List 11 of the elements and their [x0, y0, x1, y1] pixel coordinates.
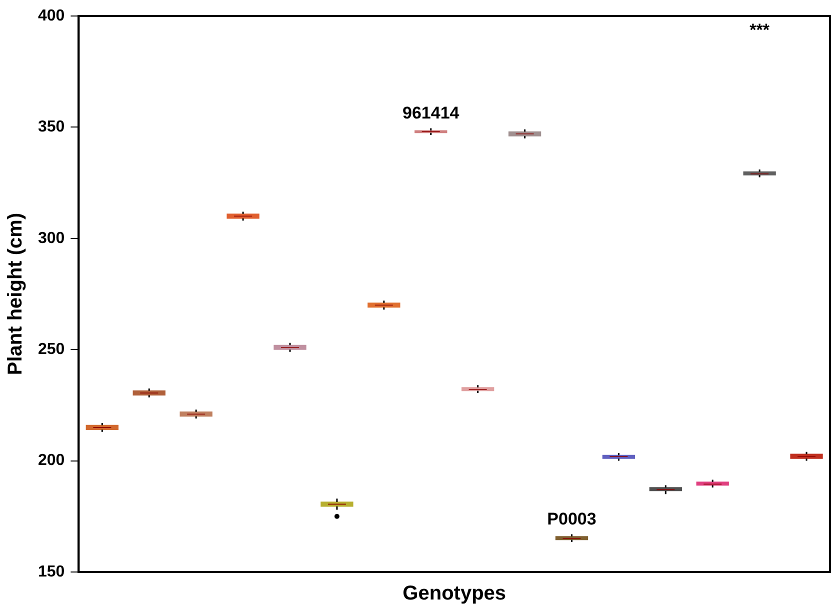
y-tick-label: 350: [38, 118, 65, 136]
y-axis-title: Plant height (cm): [4, 212, 27, 376]
y-tick-label: 300: [38, 230, 65, 247]
y-tick-label: 200: [38, 452, 65, 470]
y-tick-label: 150: [38, 563, 65, 580]
annotation: P0003: [547, 509, 596, 528]
y-tick-label: 400: [38, 7, 65, 24]
annotation: ***: [750, 20, 770, 40]
annotation: 961414: [402, 104, 460, 122]
y-tick-label: 250: [38, 341, 65, 358]
x-axis-title: Genotypes: [402, 582, 506, 605]
